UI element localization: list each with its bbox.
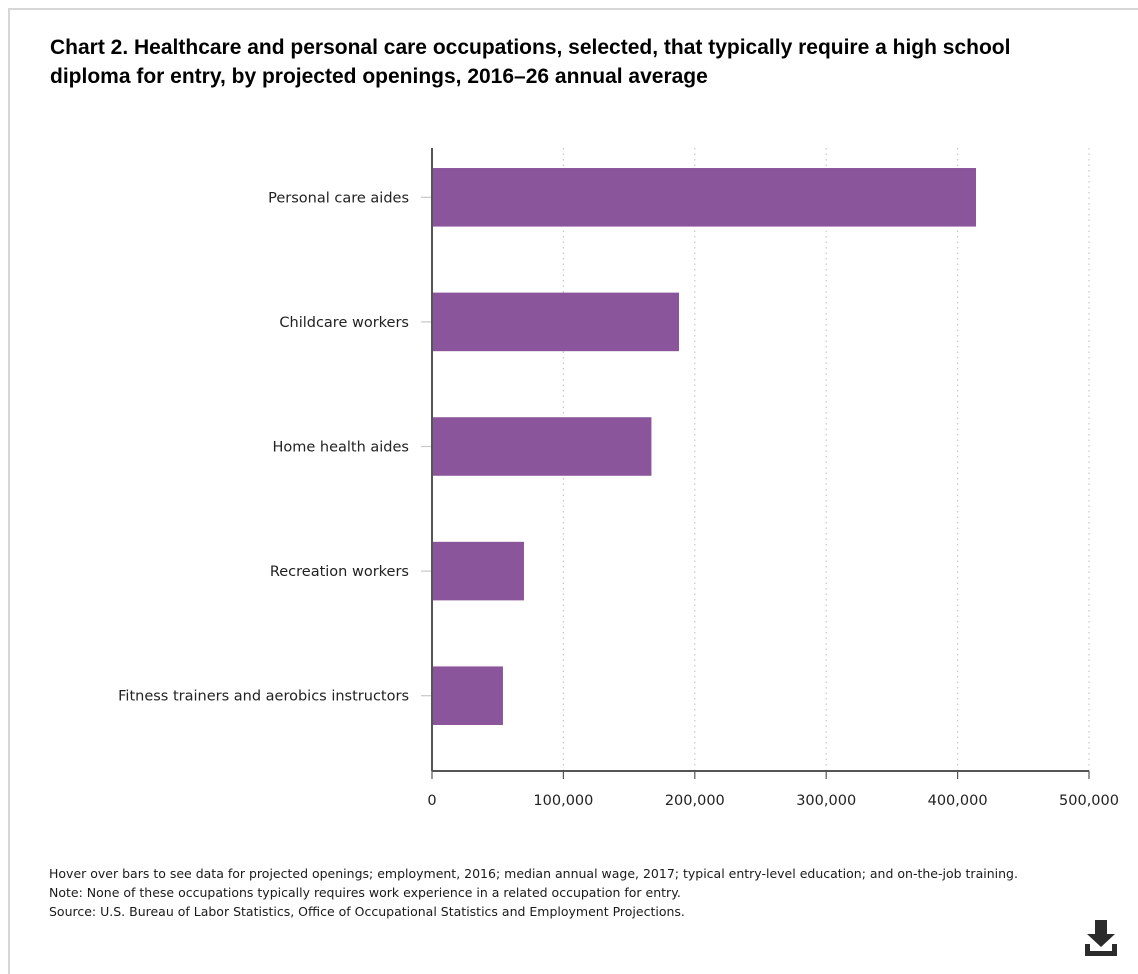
- x-tick-label: 100,000: [533, 793, 593, 809]
- bars: [433, 168, 976, 725]
- x-tick-label: 500,000: [1059, 793, 1119, 809]
- hover-note: Hover over bars to see data for projecte…: [49, 866, 1018, 881]
- x-tick-label: 0: [427, 793, 436, 809]
- bar: [433, 541, 524, 601]
- source-note: Source: U.S. Bureau of Labor Statistics,…: [49, 904, 685, 919]
- x-tick-label: 200,000: [665, 793, 725, 809]
- chart-title: Chart 2. Healthcare and personal care oc…: [50, 36, 1011, 88]
- category-label: Personal care aides: [268, 190, 409, 206]
- bar: [433, 292, 680, 352]
- axis-labels: Personal care aides Childcare workers Home…: [118, 190, 1119, 809]
- experience-note: Note: None of these occupations typicall…: [49, 885, 681, 900]
- x-tick-label: 300,000: [796, 793, 856, 809]
- category-label: Home health aides: [272, 440, 409, 456]
- chart-notes: Hover over bars to see data for projecte…: [49, 864, 1018, 921]
- download-button[interactable]: [1083, 918, 1119, 958]
- download-icon: [1085, 920, 1117, 956]
- axes: [421, 148, 1090, 779]
- x-tick-label: 400,000: [928, 793, 988, 809]
- category-label: Childcare workers: [279, 315, 409, 331]
- category-label: Fitness trainers and aerobics instructor…: [118, 689, 409, 705]
- bar: [433, 417, 652, 476]
- bar: [433, 666, 503, 725]
- category-label: Recreation workers: [270, 564, 409, 580]
- bar: [433, 168, 976, 227]
